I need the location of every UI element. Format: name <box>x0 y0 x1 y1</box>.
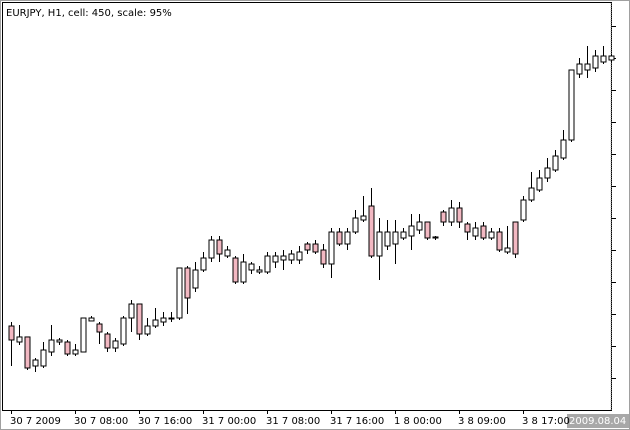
candle-body <box>32 359 39 367</box>
candle-body <box>448 207 455 223</box>
candle-body <box>328 231 335 265</box>
candle-body <box>496 231 503 251</box>
candle-body <box>296 251 303 261</box>
candle-body <box>232 257 239 283</box>
candle-body <box>464 223 471 233</box>
candle-body <box>376 231 383 257</box>
candle-body <box>512 221 519 255</box>
x-tick-label: 31 7 08:00 <box>266 416 320 427</box>
candle-body <box>8 325 15 341</box>
candle-body <box>56 339 63 343</box>
candle-body <box>584 63 591 71</box>
candle-body <box>264 255 271 273</box>
x-tick-label: 1 8 00:00 <box>394 416 442 427</box>
candle-body <box>48 339 55 353</box>
candle-body <box>576 63 583 75</box>
candle-body <box>528 187 535 201</box>
cursor-label: 2009.08.04 <box>569 416 626 427</box>
candle-body <box>144 325 151 335</box>
candle-body <box>544 167 551 179</box>
candle-body <box>336 231 343 245</box>
candle-body <box>128 303 135 319</box>
candle-body <box>152 319 159 327</box>
candle-body <box>104 333 111 349</box>
candle-body <box>552 155 559 171</box>
cursor-label-box <box>567 414 629 428</box>
candle-body <box>360 215 367 221</box>
x-tick-label: 3 8 17:00 <box>522 416 570 427</box>
candle-body <box>416 221 423 231</box>
candle-body <box>224 249 231 257</box>
candle-body <box>16 336 23 343</box>
candle-body <box>112 340 119 349</box>
candle-body <box>288 253 295 261</box>
candle-body <box>24 336 31 369</box>
candle-body <box>176 267 183 319</box>
candle-body <box>192 269 199 289</box>
candle-body <box>304 243 311 251</box>
x-tick-label: 30 7 08:00 <box>74 416 128 427</box>
candle-body <box>392 231 399 245</box>
x-tick-label: 30 7 2009 <box>10 416 61 427</box>
x-tick-label: 31 7 16:00 <box>330 416 384 427</box>
plot-border <box>2 2 612 411</box>
candle-body <box>440 211 447 223</box>
candle-body <box>120 317 127 345</box>
candle-body <box>536 177 543 191</box>
candle-body <box>168 317 175 320</box>
candle-body <box>568 69 575 141</box>
candle-body <box>424 221 431 239</box>
candle-body <box>240 261 247 283</box>
candle-body <box>64 341 71 355</box>
candle-body <box>488 231 495 239</box>
candle-body <box>608 55 615 61</box>
candle-body <box>312 243 319 253</box>
candle-body <box>384 231 391 247</box>
candle-body <box>184 267 191 299</box>
x-tick-label: 30 7 16:00 <box>138 416 192 427</box>
candle-body <box>272 255 279 263</box>
candle-body <box>280 255 287 261</box>
candle-body <box>432 236 439 239</box>
candle-body <box>520 199 527 221</box>
candle-body <box>216 239 223 255</box>
candle-body <box>600 55 607 63</box>
candle-body <box>80 317 87 353</box>
chart-title: EURJPY, H1, cell: 450, scale: 95% <box>6 8 172 19</box>
candle-body <box>88 317 95 322</box>
x-tick-label: 31 7 00:00 <box>202 416 256 427</box>
candle-body <box>40 349 47 367</box>
candle-body <box>200 257 207 271</box>
x-tick-label: 3 8 09:00 <box>458 416 506 427</box>
candle-body <box>400 231 407 239</box>
candle-body <box>96 323 103 333</box>
candle-body <box>72 349 79 355</box>
candle-body <box>368 205 375 257</box>
candle-body <box>344 231 351 245</box>
candle-body <box>256 269 263 273</box>
candle-body <box>456 207 463 223</box>
candle-body <box>560 139 567 159</box>
candle-body <box>352 217 359 233</box>
candle-body <box>136 303 143 335</box>
candle-body <box>480 225 487 239</box>
candle-body <box>160 317 167 323</box>
candle-body <box>208 239 215 259</box>
candle-body <box>592 55 599 69</box>
candle-body <box>248 263 255 271</box>
candle-body <box>408 225 415 237</box>
candle-body <box>472 227 479 237</box>
candle-body <box>320 249 327 265</box>
candle-body <box>504 247 511 253</box>
